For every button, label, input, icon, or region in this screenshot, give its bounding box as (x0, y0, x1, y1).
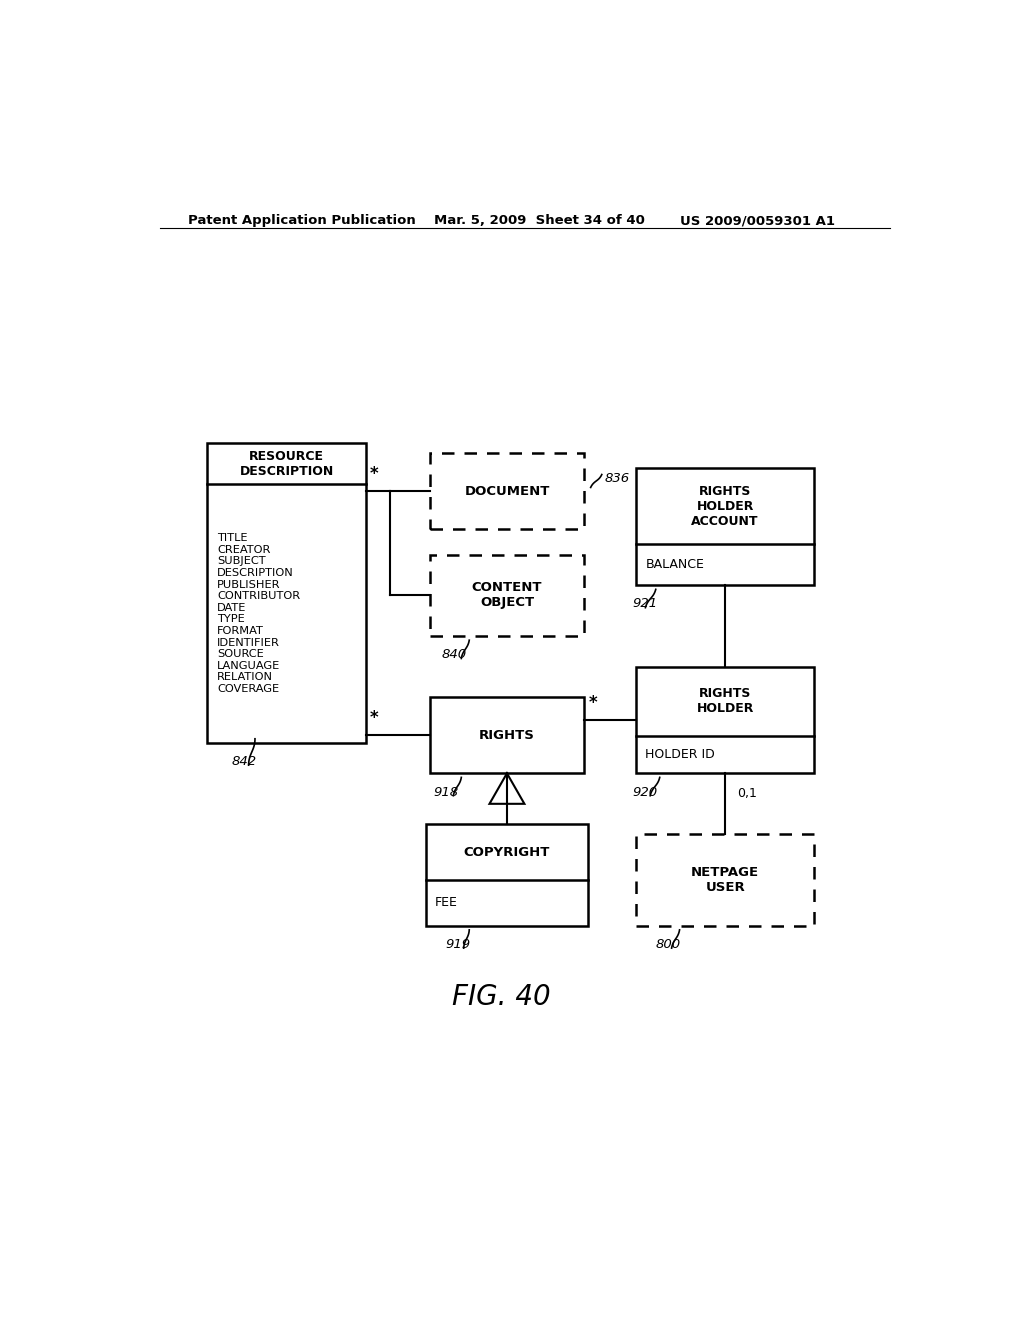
Bar (430, 697, 585, 774)
Text: RIGHTS: RIGHTS (479, 729, 535, 742)
Text: US 2009/0059301 A1: US 2009/0059301 A1 (680, 214, 835, 227)
Bar (636, 834, 814, 925)
Text: 800: 800 (655, 939, 681, 950)
Text: Mar. 5, 2009  Sheet 34 of 40: Mar. 5, 2009 Sheet 34 of 40 (433, 214, 644, 227)
Text: BALANCE: BALANCE (645, 558, 705, 572)
Text: COPYRIGHT: COPYRIGHT (464, 846, 550, 858)
Text: HOLDER ID: HOLDER ID (645, 748, 715, 762)
Text: 920: 920 (632, 785, 657, 799)
Text: DOCUMENT: DOCUMENT (464, 484, 550, 498)
Text: 919: 919 (445, 939, 471, 950)
Text: Patent Application Publication: Patent Application Publication (187, 214, 416, 227)
Bar (207, 444, 367, 743)
Text: 0,1: 0,1 (737, 787, 757, 800)
Text: 840: 840 (441, 648, 467, 661)
Text: 921: 921 (632, 598, 657, 610)
Text: CONTENT
OBJECT: CONTENT OBJECT (472, 581, 542, 610)
Text: RIGHTS
HOLDER: RIGHTS HOLDER (696, 688, 754, 715)
Text: 842: 842 (231, 755, 256, 768)
Text: TITLE
CREATOR
SUBJECT
DESCRIPTION
PUBLISHER
CONTRIBUTOR
DATE
TYPE
FORMAT
IDENTIF: TITLE CREATOR SUBJECT DESCRIPTION PUBLIS… (217, 533, 300, 694)
Text: FEE: FEE (435, 896, 458, 909)
Text: *: * (370, 709, 379, 727)
Bar (636, 469, 814, 585)
Text: *: * (370, 465, 379, 483)
Bar (430, 453, 585, 529)
Text: NETPAGE
USER: NETPAGE USER (691, 866, 759, 894)
Bar (636, 667, 814, 774)
Text: 918: 918 (433, 785, 459, 799)
Text: RIGHTS
HOLDER
ACCOUNT: RIGHTS HOLDER ACCOUNT (691, 484, 759, 528)
Text: *: * (588, 694, 597, 711)
Text: RESOURCE
DESCRIPTION: RESOURCE DESCRIPTION (240, 450, 334, 478)
Bar (430, 554, 585, 636)
Text: 836: 836 (604, 473, 630, 486)
Text: FIG. 40: FIG. 40 (452, 983, 550, 1011)
Bar (426, 824, 588, 925)
